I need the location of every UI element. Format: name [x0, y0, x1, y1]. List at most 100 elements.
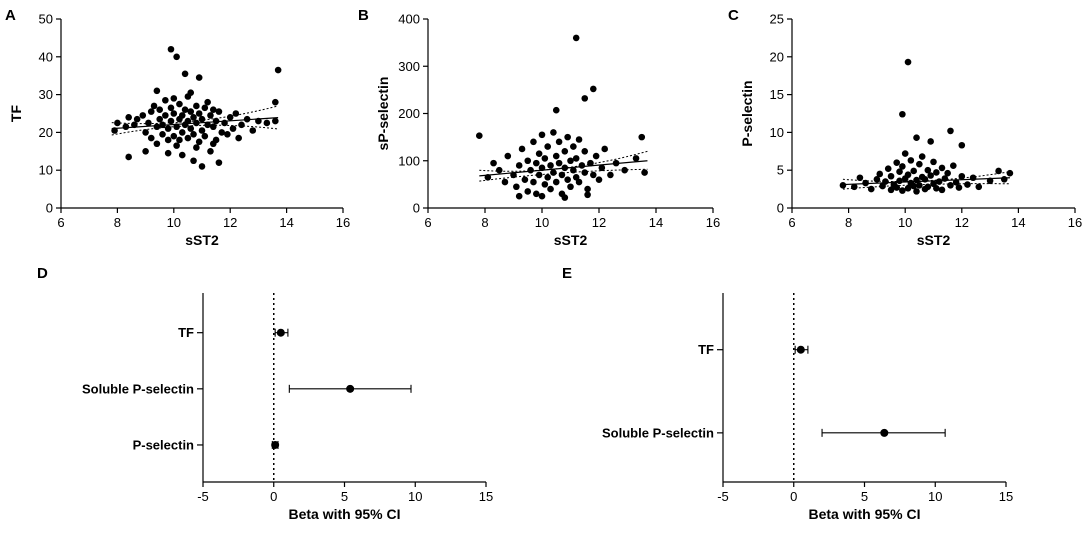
- data-point-c: [1006, 169, 1014, 177]
- data-point-c: [904, 171, 912, 179]
- data-point-b: [524, 157, 532, 165]
- data-point-b: [561, 194, 569, 201]
- data-point-b: [541, 155, 549, 162]
- data-point-b: [595, 176, 603, 183]
- data-point-a: [131, 121, 138, 129]
- data-point-b: [590, 85, 597, 93]
- data-point-b: [490, 159, 497, 167]
- y-tick-label-c: 20: [770, 49, 784, 64]
- data-point-a: [243, 115, 251, 123]
- data-point-b: [572, 34, 580, 42]
- data-point-c: [887, 186, 895, 194]
- data-point-a: [212, 117, 220, 125]
- data-point-c: [907, 157, 915, 164]
- data-point-b: [598, 164, 606, 172]
- data-point-b: [533, 190, 540, 198]
- data-point-a: [226, 113, 234, 121]
- beta-point-e: [880, 428, 889, 437]
- data-point-b: [555, 138, 563, 146]
- data-point-a: [111, 127, 118, 134]
- data-point-b: [581, 169, 589, 176]
- panel-letter-d: D: [37, 265, 48, 282]
- data-point-c: [935, 178, 943, 185]
- beta-point-d: [276, 328, 285, 337]
- data-point-a: [142, 129, 149, 136]
- data-point-c: [904, 58, 912, 66]
- data-point-b: [547, 162, 554, 169]
- data-point-a: [187, 108, 195, 115]
- beta-point-e: [796, 345, 805, 354]
- data-point-b: [570, 166, 577, 174]
- data-point-b: [638, 133, 646, 141]
- panel-letter-c: C: [728, 7, 739, 24]
- data-point-a: [193, 102, 200, 110]
- x-tick-label-c: 16: [1068, 215, 1082, 230]
- data-point-b: [495, 166, 503, 174]
- data-point-a: [190, 130, 197, 138]
- data-point-a: [153, 87, 161, 95]
- data-point-c: [964, 181, 971, 188]
- x-tick-label-b: 14: [649, 215, 663, 230]
- x-tick-label-e: 0: [790, 489, 797, 504]
- data-point-b: [521, 176, 529, 183]
- data-point-a: [184, 134, 192, 142]
- y-tick-label-b: 100: [398, 153, 420, 168]
- data-point-a: [209, 123, 217, 131]
- data-point-a: [153, 123, 161, 131]
- x-tick-label-a: 14: [279, 215, 293, 230]
- x-tick-label-c: 14: [1011, 215, 1025, 230]
- data-point-a: [164, 136, 172, 144]
- data-point-a: [190, 157, 197, 165]
- y-tick-label-a: 40: [39, 49, 53, 64]
- data-point-b: [530, 178, 537, 186]
- data-point-b: [558, 171, 566, 179]
- data-point-a: [193, 119, 200, 127]
- data-point-b: [501, 178, 509, 186]
- x-axis-label-d: Beta with 95% CI: [288, 506, 400, 522]
- data-point-b: [552, 178, 560, 186]
- y-tick-label-c: 10: [770, 125, 784, 140]
- data-point-a: [198, 127, 206, 134]
- x-tick-label-e: 5: [861, 489, 868, 504]
- x-axis-label-a: sST2: [185, 232, 219, 248]
- data-point-b: [564, 133, 571, 141]
- data-point-a: [122, 123, 130, 131]
- data-point-c: [995, 167, 1002, 175]
- data-point-a: [150, 102, 158, 110]
- data-point-c: [938, 186, 946, 194]
- x-tick-label-a: 8: [114, 215, 121, 230]
- data-point-c: [955, 184, 963, 191]
- data-point-c: [839, 182, 847, 189]
- data-point-a: [173, 123, 180, 131]
- x-tick-label-c: 12: [955, 215, 969, 230]
- data-point-a: [215, 159, 223, 166]
- data-point-a: [173, 142, 180, 149]
- data-point-c: [884, 165, 892, 172]
- data-point-c: [882, 178, 889, 185]
- data-point-c: [933, 185, 940, 192]
- y-tick-label-c: 5: [777, 163, 784, 178]
- data-point-b: [547, 185, 554, 193]
- x-tick-label-a: 12: [223, 215, 237, 230]
- data-point-a: [159, 130, 166, 138]
- data-point-a: [125, 113, 132, 121]
- data-point-c: [986, 177, 994, 185]
- data-point-a: [184, 93, 192, 100]
- data-point-b: [538, 164, 546, 172]
- y-tick-label-b: 200: [398, 106, 420, 121]
- x-tick-label-d: 10: [408, 489, 422, 504]
- data-point-c: [896, 177, 903, 185]
- data-point-c: [913, 188, 920, 195]
- data-point-c: [896, 168, 903, 176]
- data-point-b: [564, 176, 571, 183]
- data-point-b: [584, 191, 591, 199]
- data-point-a: [159, 121, 166, 129]
- confidence-band-c: [842, 183, 1010, 190]
- x-tick-label-b: 8: [481, 215, 488, 230]
- data-point-c: [899, 110, 906, 118]
- data-point-b: [587, 159, 594, 167]
- data-point-c: [899, 163, 906, 170]
- data-point-a: [204, 121, 211, 129]
- data-point-a: [224, 130, 231, 138]
- data-point-a: [229, 125, 237, 132]
